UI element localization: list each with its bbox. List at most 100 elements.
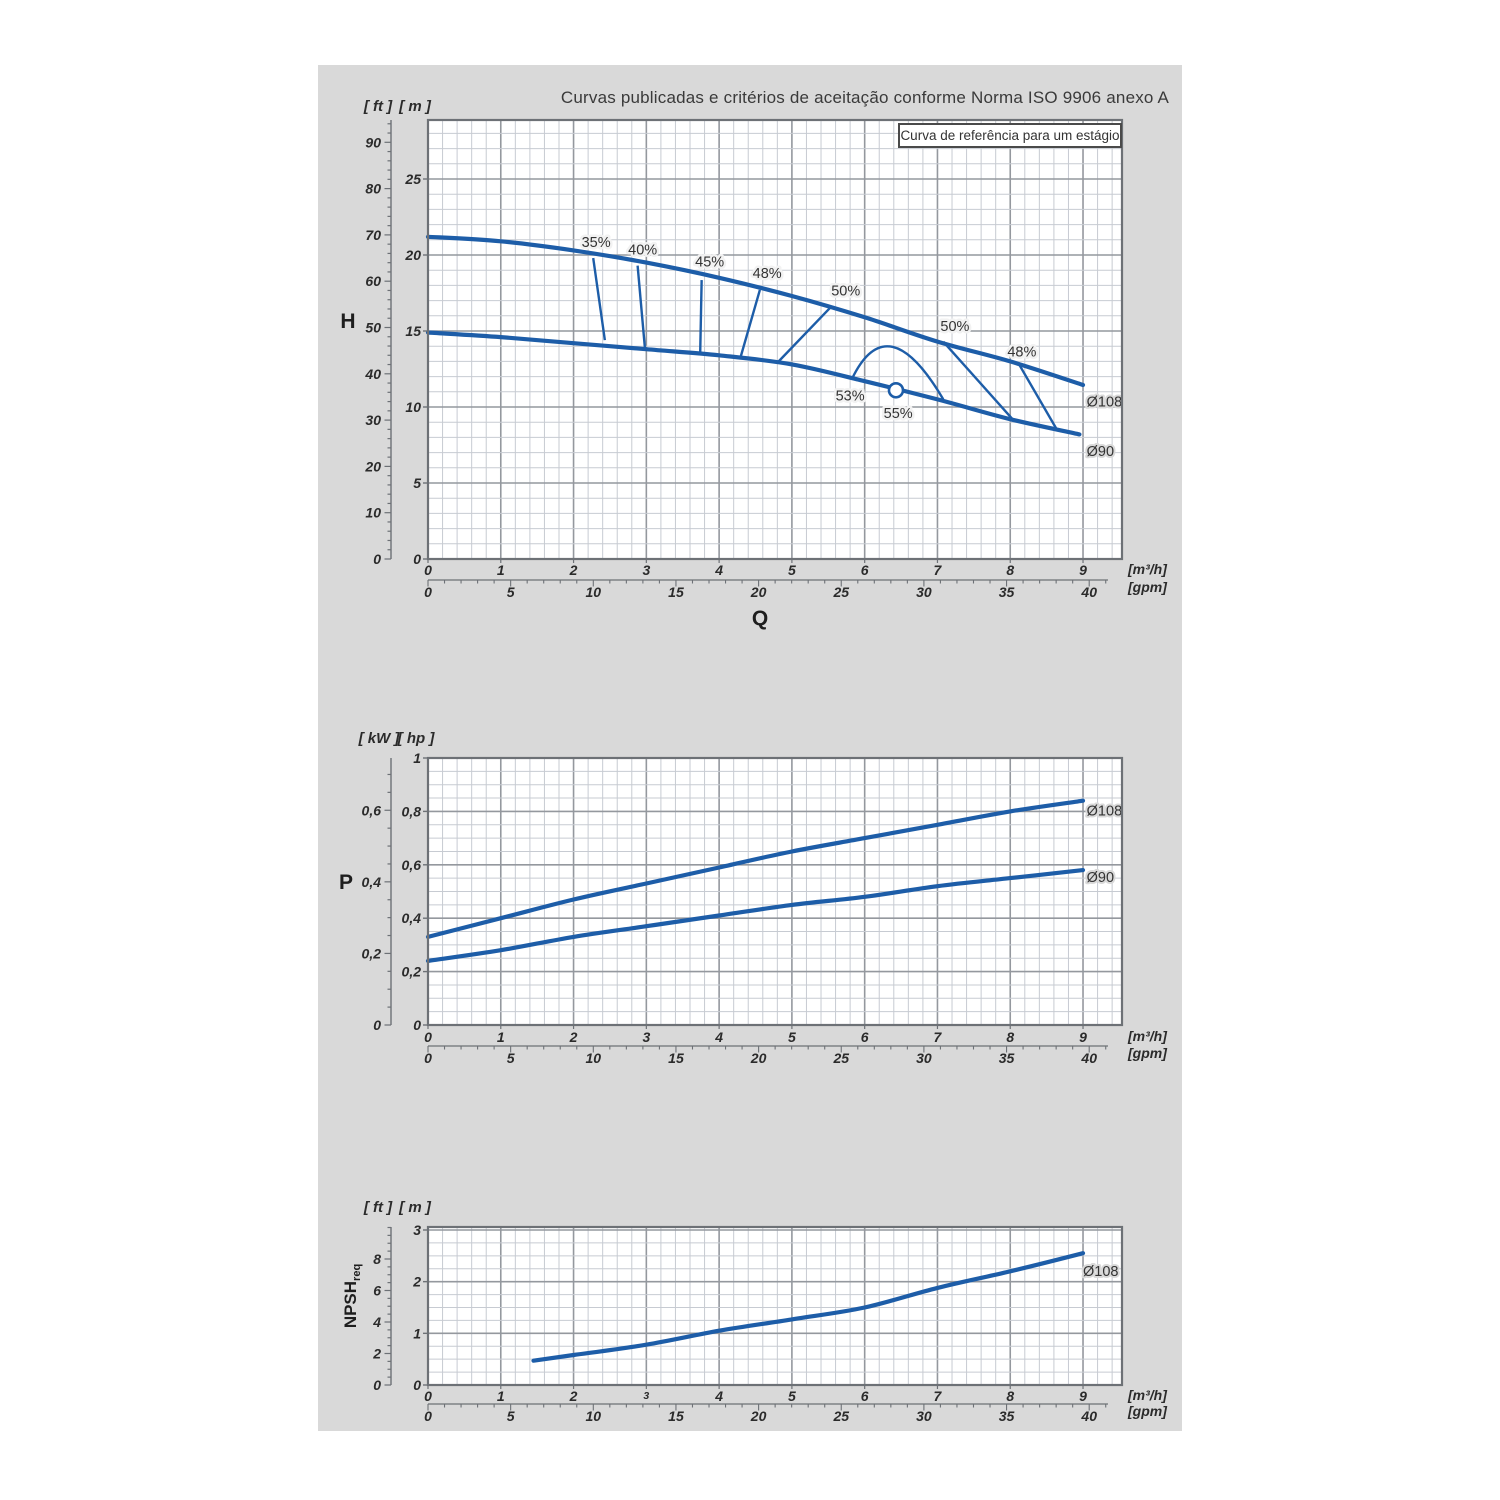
m3h-tick: 4: [714, 1388, 723, 1404]
outer-axis-tick: 0,4: [362, 874, 382, 890]
inner-axis-tick: 0,4: [402, 910, 422, 926]
inner-axis-tick: 0,6: [402, 857, 422, 873]
m3h-tick: 4: [714, 1029, 723, 1045]
efficiency-line: [636, 265, 647, 348]
outer-axis-tick: 30: [365, 412, 381, 428]
power-x-axis: 0 1 2 3 4 5 6 7 8 9 0 5 10 15 20 25 30 35 40 [m³/h][gpm]: [424, 1025, 1168, 1066]
m3h-tick: 7: [934, 1388, 943, 1404]
curve-Ø90: [425, 868, 1086, 963]
inner-axis-tick: 20: [404, 247, 421, 263]
npsh-ft-unit-label: [ ft ]: [363, 1199, 393, 1216]
gpm-tick: 20: [750, 1408, 767, 1424]
gpm-tick: 40: [1080, 584, 1097, 600]
gpm-tick: 0: [424, 1050, 432, 1066]
npsh-axis-label-sub: req: [351, 1263, 364, 1281]
inner-axis-tick: 0,2: [402, 964, 422, 980]
impeller-label: Ø90: [1087, 870, 1114, 886]
outer-axis-tick: 50: [365, 320, 381, 336]
gpm-tick: 15: [668, 584, 684, 600]
curve-Ø90: [425, 330, 1082, 437]
m3h-unit-label: [m³/h]: [1127, 561, 1168, 577]
efficiency-label: 48%: [753, 266, 782, 282]
efficiency-line: [777, 307, 831, 363]
power-left-axis: 0 0,2 0,4 0,6 0 0,2 0,4 0,6 0,8 1: [362, 750, 428, 1033]
m3h-tick: 2: [569, 562, 578, 578]
npsh-plot-border: [426, 1225, 1124, 1387]
head-ft-unit-label: [ ft ]: [363, 98, 393, 115]
outer-axis-tick: 70: [365, 227, 381, 243]
gpm-tick: 30: [916, 584, 932, 600]
head-m-unit-label: [ m ]: [399, 98, 431, 115]
m3h-tick: 1: [497, 1388, 505, 1404]
inner-axis-tick: 1: [413, 750, 421, 766]
head-chart: 53%55%35% 40%45%48%50%50%48%Ø108Ø90010203…: [364, 118, 1168, 600]
efficiency-line: [1017, 362, 1058, 429]
outer-axis-tick: 2: [372, 1346, 381, 1362]
m3h-tick: 9: [1079, 1388, 1087, 1404]
inner-axis-tick: 0: [413, 1377, 421, 1393]
inner-axis-tick: 5: [413, 475, 421, 491]
m3h-tick: 6: [861, 1029, 869, 1045]
efficiency-arc: [851, 345, 945, 401]
m3h-tick: 1: [497, 562, 505, 578]
outer-axis-tick: 0,6: [362, 802, 382, 818]
impeller-label: Ø90: [1087, 444, 1114, 460]
inner-axis-tick: 25: [404, 171, 421, 187]
npsh-m-unit-label: [ m ]: [399, 1199, 431, 1216]
outer-axis-tick: 0: [373, 1377, 381, 1393]
efficiency-label: 45%: [695, 255, 724, 271]
efficiency-label: 40%: [628, 242, 657, 258]
power-grid: [428, 758, 1122, 1025]
npsh-axis-label: NPSHreq: [341, 1264, 363, 1328]
gpm-tick: 25: [832, 1408, 849, 1424]
efficiency-line: [942, 340, 1015, 422]
curve-Ø108: [425, 234, 1086, 388]
impeller-label: Ø108: [1087, 803, 1122, 819]
power-plot-border: [426, 756, 1124, 1027]
gpm-tick: 0: [424, 584, 432, 600]
m3h-unit-label: [m³/h]: [1127, 1387, 1168, 1403]
page-title: Curvas publicadas e critérios de aceitaç…: [560, 88, 1170, 107]
npsh-grid: [428, 1227, 1122, 1385]
curve-Ø108: [425, 798, 1086, 939]
flow-axis-label: Q: [751, 607, 769, 630]
outer-axis-tick: 0: [373, 1017, 381, 1033]
gpm-tick: 35: [999, 1050, 1015, 1066]
impeller-label: Ø108: [1083, 1264, 1118, 1280]
inner-axis-tick: 10: [405, 399, 421, 415]
outer-axis-tick: 6: [373, 1283, 381, 1299]
outer-axis-tick: 0,2: [362, 945, 382, 961]
inner-axis-tick: 1: [413, 1325, 421, 1341]
efficiency-label: 50%: [940, 319, 969, 335]
efficiency-label: 55%: [884, 406, 913, 422]
gpm-tick: 30: [916, 1050, 932, 1066]
power-hp-unit-label: [ hp ]: [397, 730, 435, 747]
efficiency-line: [592, 257, 607, 341]
gpm-unit-label: [gpm]: [1127, 1045, 1168, 1061]
m3h-tick: 3: [643, 1390, 649, 1402]
outer-axis-tick: 10: [365, 505, 381, 521]
gpm-tick: 5: [507, 1408, 515, 1424]
gpm-unit-label: [gpm]: [1127, 579, 1168, 595]
m3h-tick: 1: [497, 1029, 505, 1045]
head-curves: [425, 234, 1086, 437]
head-left-axis: 0 10 20 30 40 50 60 70 80 90 0 5 10 15 20 25: [364, 120, 428, 567]
outer-axis-tick: 20: [364, 458, 381, 474]
m3h-tick: 5: [788, 1388, 796, 1404]
inner-axis-tick: 15: [405, 323, 421, 339]
best-efficiency-region: [851, 345, 945, 401]
inner-axis-tick: 0: [413, 551, 421, 567]
gpm-tick: 5: [507, 1050, 515, 1066]
impeller-label: Ø108: [1087, 394, 1122, 410]
gpm-tick: 40: [1080, 1408, 1097, 1424]
m3h-tick: 6: [861, 562, 869, 578]
gpm-tick: 20: [750, 584, 767, 600]
power-curves: [425, 798, 1086, 963]
duty-point-marker: [887, 381, 905, 399]
gpm-tick: 30: [916, 1408, 932, 1424]
gpm-tick: 10: [586, 584, 602, 600]
m3h-tick: 2: [569, 1029, 578, 1045]
outer-axis-tick: 0: [373, 551, 381, 567]
